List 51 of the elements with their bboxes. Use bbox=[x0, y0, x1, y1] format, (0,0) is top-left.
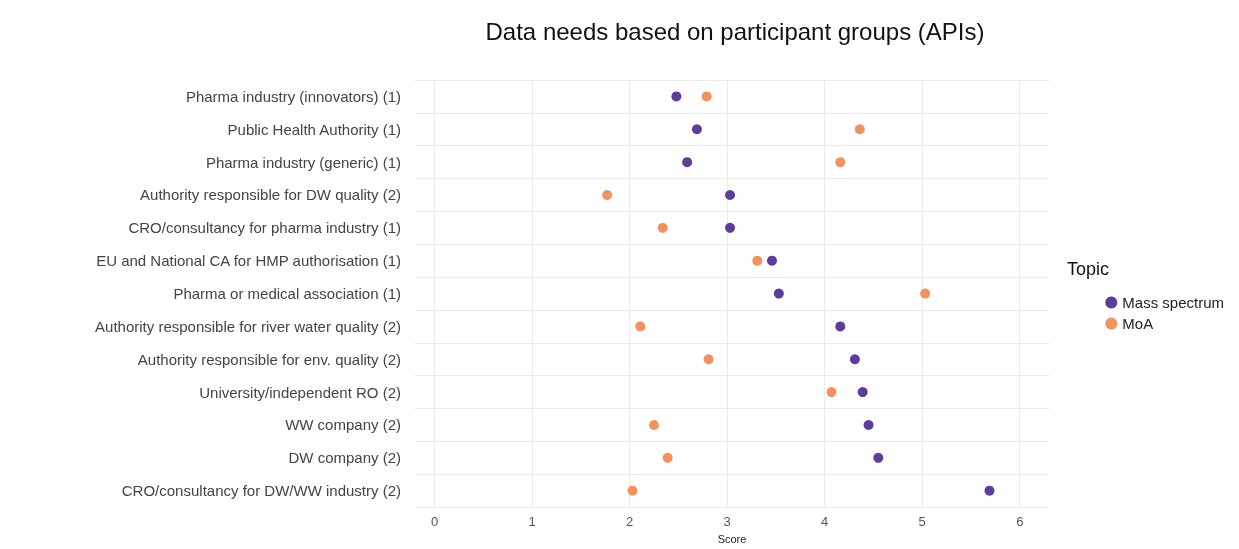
y-tick-label: Authority responsible for env. quality (2) bbox=[137, 350, 401, 368]
point bbox=[703, 354, 714, 365]
point bbox=[648, 419, 659, 430]
point bbox=[854, 124, 865, 135]
y-tick-label: WW company (2) bbox=[285, 416, 401, 434]
x-tick-label: 6 bbox=[1016, 514, 1024, 530]
point bbox=[857, 387, 868, 398]
y-tick-label: DW company (2) bbox=[288, 449, 401, 467]
x-tick-label: 2 bbox=[625, 514, 634, 530]
x-axis-title: Score bbox=[717, 532, 747, 545]
y-tick-label: Public Health Authority (1) bbox=[227, 120, 401, 138]
point bbox=[773, 288, 784, 299]
y-tick-label: University/independent RO (2) bbox=[199, 383, 401, 401]
point bbox=[657, 222, 668, 233]
point bbox=[682, 157, 693, 168]
point bbox=[725, 222, 736, 233]
x-tick-label: 5 bbox=[918, 514, 926, 530]
point bbox=[725, 189, 736, 200]
point bbox=[984, 485, 995, 496]
point bbox=[767, 255, 777, 266]
legend-label: MoA bbox=[1122, 315, 1154, 332]
y-tick-label: CRO/consultancy for pharma industry (1) bbox=[128, 219, 401, 237]
legend-title: Topic bbox=[1066, 259, 1110, 279]
y-tick-label: Authority responsible for river water quality (2) bbox=[95, 317, 401, 335]
chart-title: Data needs based on participant groups (APIs) bbox=[485, 17, 985, 45]
point bbox=[873, 452, 884, 463]
point bbox=[627, 485, 638, 496]
point bbox=[863, 419, 874, 430]
y-tick-label: Authority responsible for DW quality (2) bbox=[140, 186, 401, 204]
point bbox=[835, 157, 846, 168]
point bbox=[920, 288, 931, 299]
x-tick-label: 0 bbox=[430, 514, 439, 530]
x-tick-label: 4 bbox=[821, 514, 829, 530]
point bbox=[835, 321, 846, 332]
point bbox=[671, 91, 682, 102]
x-tick-label: 1 bbox=[528, 514, 536, 530]
point bbox=[849, 354, 860, 365]
y-tick-label: Pharma or medical association (1) bbox=[173, 285, 401, 303]
point bbox=[826, 387, 837, 398]
y-tick-label: Pharma industry (generic) (1) bbox=[205, 153, 401, 171]
y-tick-label: EU and National CA for HMP authorisation (1) bbox=[96, 252, 401, 270]
y-tick-label: CRO/consultancy for DW/WW industry (2) bbox=[121, 482, 401, 500]
point bbox=[752, 255, 763, 266]
x-tick-label: 3 bbox=[723, 514, 731, 530]
point bbox=[662, 452, 673, 463]
legend-label: Mass spectrum bbox=[1122, 294, 1225, 311]
point bbox=[701, 91, 712, 102]
point bbox=[691, 124, 702, 135]
y-tick-label: Pharma industry (innovators) (1) bbox=[185, 87, 401, 105]
point bbox=[602, 189, 613, 200]
point bbox=[635, 321, 646, 332]
